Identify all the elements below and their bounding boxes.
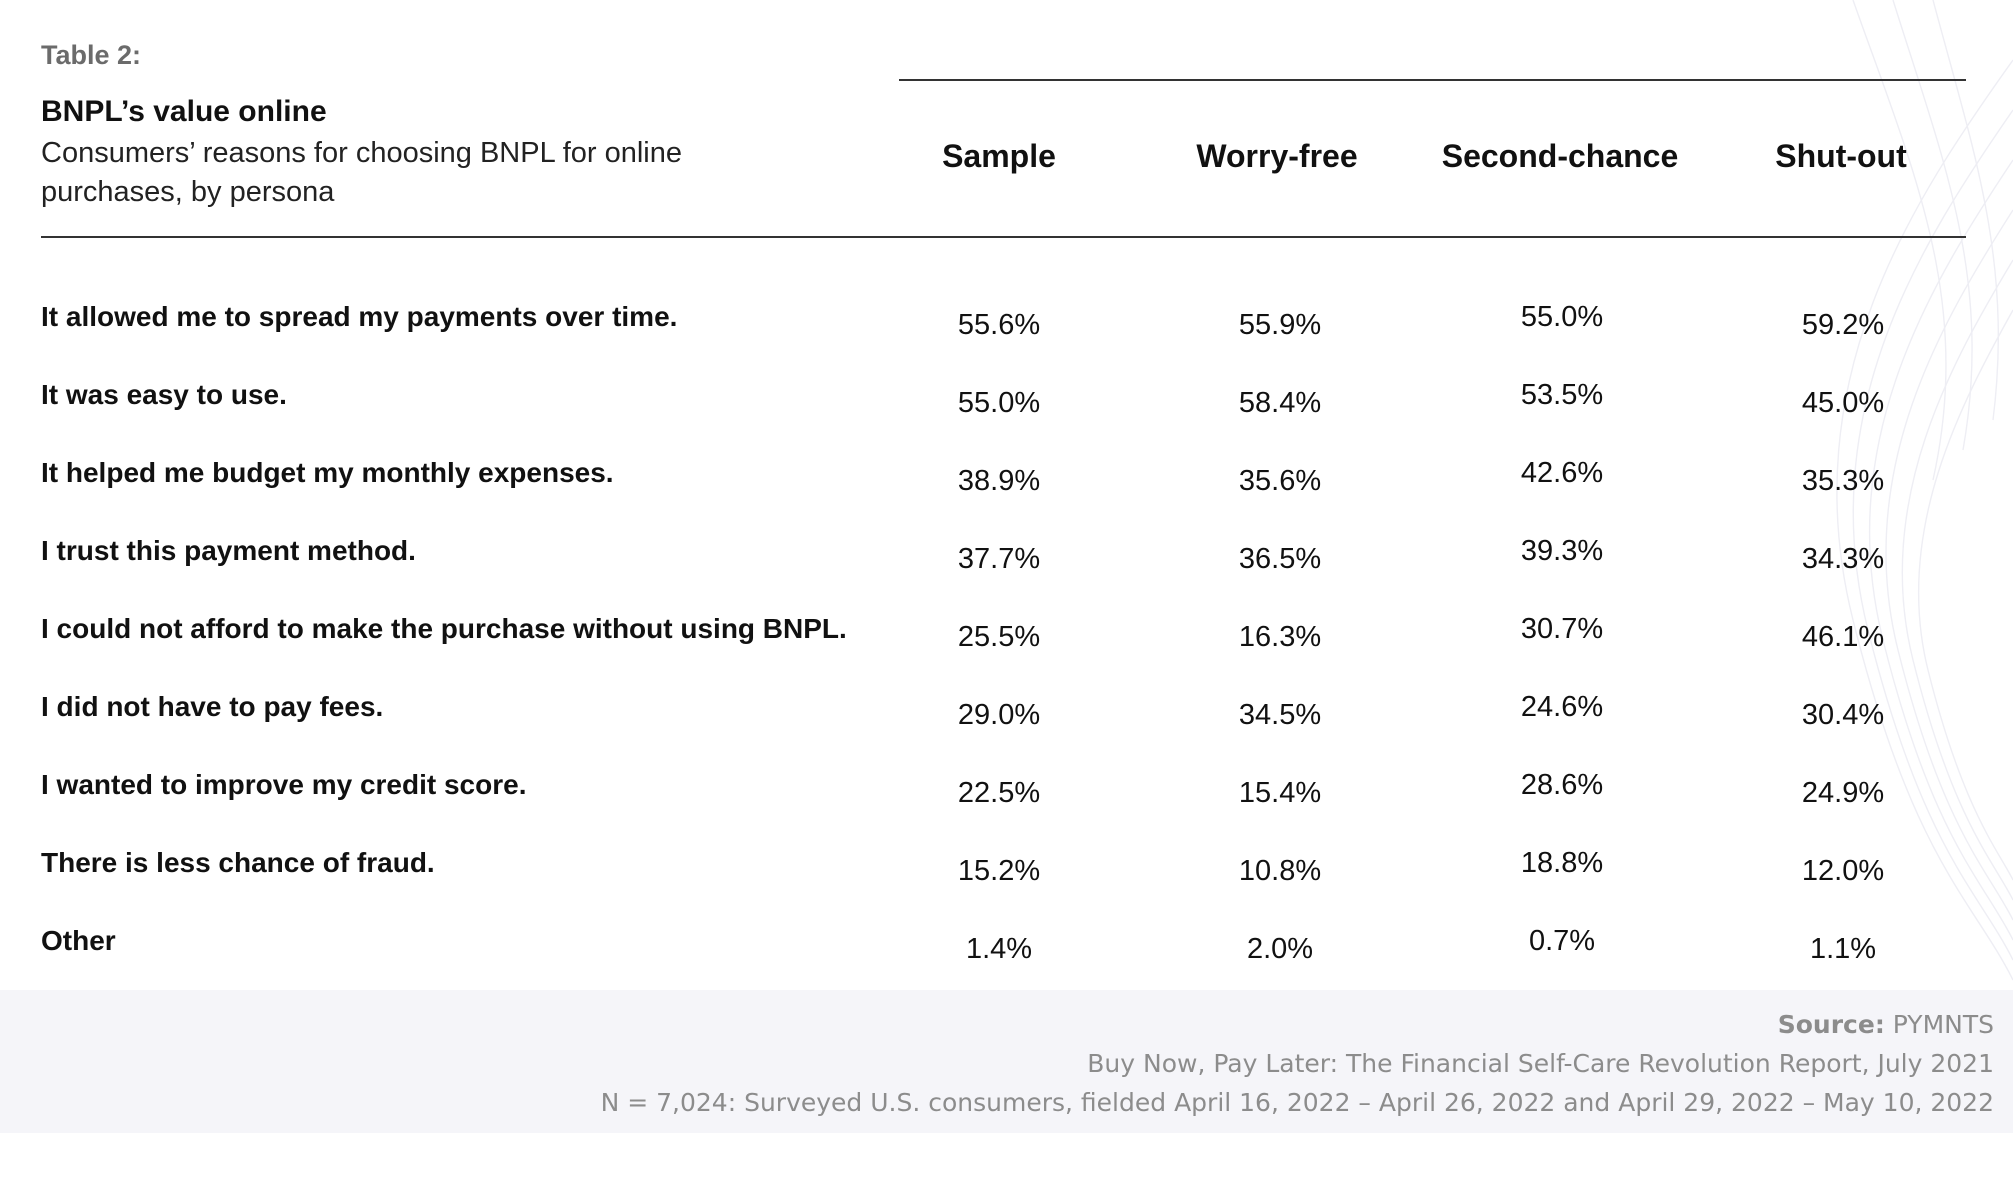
column-header-sample: Sample (942, 138, 1056, 174)
cell-second-chance: 30.7% (1520, 613, 1604, 645)
cell-shut-out: 35.3% (1801, 465, 1885, 497)
cell-second-chance: 18.8% (1520, 847, 1604, 879)
cell-second-chance: 24.6% (1520, 691, 1604, 723)
row-label: I could not afford to make the purchase … (41, 613, 847, 644)
row-label: I did not have to pay fees. (41, 691, 384, 722)
column-header-second-chance: Second-chance (1441, 138, 1679, 174)
row-label: I wanted to improve my credit score. (41, 769, 527, 800)
header-bottom-rule (41, 236, 1966, 238)
row-label: Other (41, 925, 116, 956)
cell-second-chance: 28.6% (1520, 769, 1604, 801)
cell-sample: 55.0% (957, 387, 1041, 419)
cell-shut-out: 59.2% (1801, 309, 1885, 341)
cell-shut-out: 12.0% (1801, 855, 1885, 887)
cell-worry-free: 58.4% (1238, 387, 1322, 419)
cell-shut-out: 1.1% (1809, 933, 1877, 965)
source-note: N = 7,024: Surveyed U.S. consumers, fiel… (600, 1088, 1994, 1117)
cell-sample: 1.4% (965, 933, 1033, 965)
cell-shut-out: 34.3% (1801, 543, 1885, 575)
cell-second-chance: 53.5% (1520, 379, 1604, 411)
cell-sample: 15.2% (957, 855, 1041, 887)
cell-shut-out: 24.9% (1801, 777, 1885, 809)
header-top-rule (899, 79, 1966, 81)
table-row: I wanted to improve my credit score. 22.… (0, 769, 2013, 829)
cell-worry-free: 2.0% (1246, 933, 1314, 965)
cell-sample: 22.5% (957, 777, 1041, 809)
column-header-shut-out: Shut-out (1775, 138, 1907, 174)
source-label: Source: (1777, 1010, 1885, 1039)
table-row: I trust this payment method. 37.7% 36.5%… (0, 535, 2013, 595)
table-row: I did not have to pay fees. 29.0% 34.5% … (0, 691, 2013, 751)
source-report: Buy Now, Pay Later: The Financial Self-C… (1087, 1049, 1994, 1078)
table-row: I could not afford to make the purchase … (0, 613, 2013, 673)
table-title: BNPL’s value online (41, 95, 327, 128)
table-label: Table 2: (41, 40, 142, 70)
cell-worry-free: 34.5% (1238, 699, 1322, 731)
table-subtitle: Consumers’ reasons for choosing BNPL for… (41, 137, 683, 208)
table-row: Other 1.4% 2.0% 0.7% 1.1% (0, 925, 2013, 985)
source-name: PYMNTS (1892, 1010, 1994, 1039)
table-row: It allowed me to spread my payments over… (0, 301, 2013, 361)
cell-second-chance: 39.3% (1520, 535, 1604, 567)
cell-worry-free: 35.6% (1238, 465, 1322, 497)
cell-worry-free: 15.4% (1238, 777, 1322, 809)
source-line: Source: PYMNTS (1778, 1010, 1994, 1039)
cell-second-chance: 55.0% (1520, 301, 1604, 333)
cell-sample: 38.9% (957, 465, 1041, 497)
table-row: There is less chance of fraud. 15.2% 10.… (0, 847, 2013, 907)
cell-worry-free: 55.9% (1238, 309, 1322, 341)
cell-shut-out: 46.1% (1801, 621, 1885, 653)
row-label: There is less chance of fraud. (41, 847, 435, 878)
cell-sample: 55.6% (957, 309, 1041, 341)
cell-sample: 37.7% (957, 543, 1041, 575)
row-label: It was easy to use. (41, 379, 287, 410)
cell-worry-free: 10.8% (1238, 855, 1322, 887)
cell-worry-free: 36.5% (1238, 543, 1322, 575)
row-label: It allowed me to spread my payments over… (41, 301, 678, 332)
cell-sample: 29.0% (957, 699, 1041, 731)
cell-worry-free: 16.3% (1238, 621, 1322, 653)
cell-sample: 25.5% (957, 621, 1041, 653)
cell-second-chance: 42.6% (1520, 457, 1604, 489)
cell-shut-out: 30.4% (1801, 699, 1885, 731)
table-row: It helped me budget my monthly expenses.… (0, 457, 2013, 517)
cell-second-chance: 0.7% (1528, 925, 1596, 957)
table-row: It was easy to use. 55.0% 58.4% 53.5% 45… (0, 379, 2013, 439)
row-label: I trust this payment method. (41, 535, 416, 566)
source-footer: Source: PYMNTS Buy Now, Pay Later: The F… (0, 990, 2013, 1133)
cell-shut-out: 45.0% (1801, 387, 1885, 419)
column-header-worry-free: Worry-free (1196, 138, 1358, 174)
row-label: It helped me budget my monthly expenses. (41, 457, 614, 488)
